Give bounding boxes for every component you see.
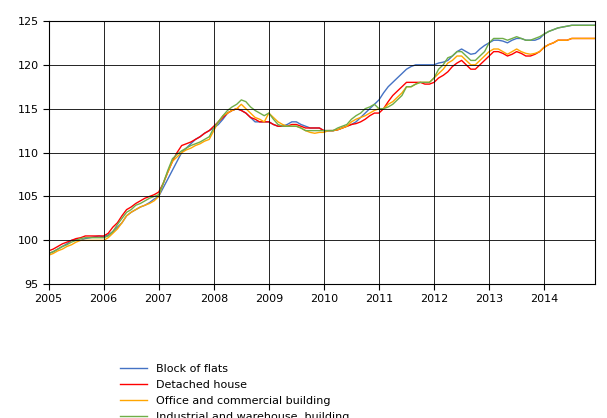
Office and commercial building [577, 36, 585, 41]
Office and commercial building [45, 253, 52, 258]
Line: Block of flats: Block of flats [49, 25, 595, 253]
Industrial and warehouse  building [192, 141, 199, 146]
Block of flats [577, 23, 585, 28]
Detached house [192, 137, 199, 142]
Industrial and warehouse  building [577, 23, 585, 28]
Block of flats [45, 251, 52, 256]
Industrial and warehouse  building [421, 80, 429, 85]
Block of flats [160, 185, 167, 190]
Office and commercial building [192, 143, 199, 148]
Block of flats [591, 23, 599, 28]
Block of flats [348, 122, 355, 127]
Office and commercial building [476, 58, 484, 63]
Block of flats [192, 137, 199, 142]
Detached house [421, 82, 429, 87]
Line: Detached house: Detached house [49, 38, 595, 251]
Industrial and warehouse  building [160, 181, 167, 186]
Block of flats [568, 23, 575, 28]
Detached house [45, 248, 52, 253]
Industrial and warehouse  building [568, 23, 575, 28]
Detached house [591, 36, 599, 41]
Office and commercial building [568, 36, 575, 41]
Industrial and warehouse  building [348, 117, 355, 122]
Detached house [476, 62, 484, 67]
Detached house [568, 36, 575, 41]
Office and commercial building [348, 120, 355, 125]
Detached house [160, 181, 167, 186]
Line: Industrial and warehouse  building: Industrial and warehouse building [49, 25, 595, 253]
Office and commercial building [421, 80, 429, 85]
Industrial and warehouse  building [45, 251, 52, 256]
Office and commercial building [160, 181, 167, 186]
Industrial and warehouse  building [591, 23, 599, 28]
Legend: Block of flats, Detached house, Office and commercial building, Industrial and w: Block of flats, Detached house, Office a… [120, 364, 350, 418]
Line: Office and commercial building: Office and commercial building [49, 38, 595, 255]
Industrial and warehouse  building [476, 54, 484, 59]
Detached house [348, 122, 355, 127]
Block of flats [421, 62, 429, 67]
Block of flats [476, 46, 484, 51]
Office and commercial building [591, 36, 599, 41]
Detached house [577, 36, 585, 41]
